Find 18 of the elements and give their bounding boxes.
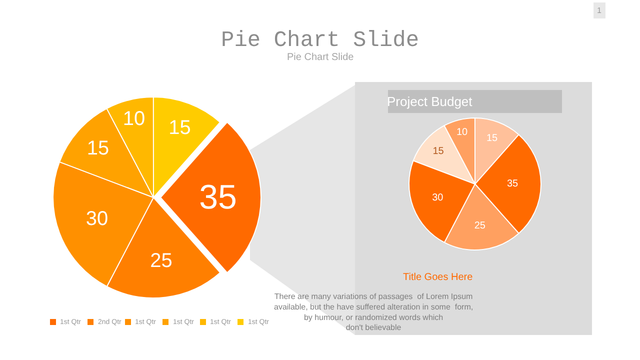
data-label: 30: [432, 192, 444, 204]
text: Pie Chart Slide: [287, 52, 354, 63]
data-label: 35: [506, 178, 519, 190]
data-label: 15: [432, 146, 444, 158]
text: Pie Chart Slide: [221, 28, 420, 53]
text: There are many variations of passages of Lorem Ipsum available, but the have suffered alteration in some form, by humour, or randomized words which don't believable: [274, 292, 474, 332]
data-label: 25: [150, 250, 172, 272]
data-label: 30: [86, 208, 108, 230]
data-label: 10: [456, 126, 468, 138]
data-label: 25: [474, 220, 486, 232]
text: 1: [597, 6, 602, 15]
data-label: 15: [168, 117, 191, 140]
data-label: 10: [122, 108, 146, 130]
text: Title Goes Here: [403, 272, 474, 283]
data-label: 15: [86, 137, 110, 160]
data-label: 15: [486, 132, 498, 144]
data-label: 35: [199, 178, 237, 216]
chart-title: Project Budget: [387, 94, 473, 109]
